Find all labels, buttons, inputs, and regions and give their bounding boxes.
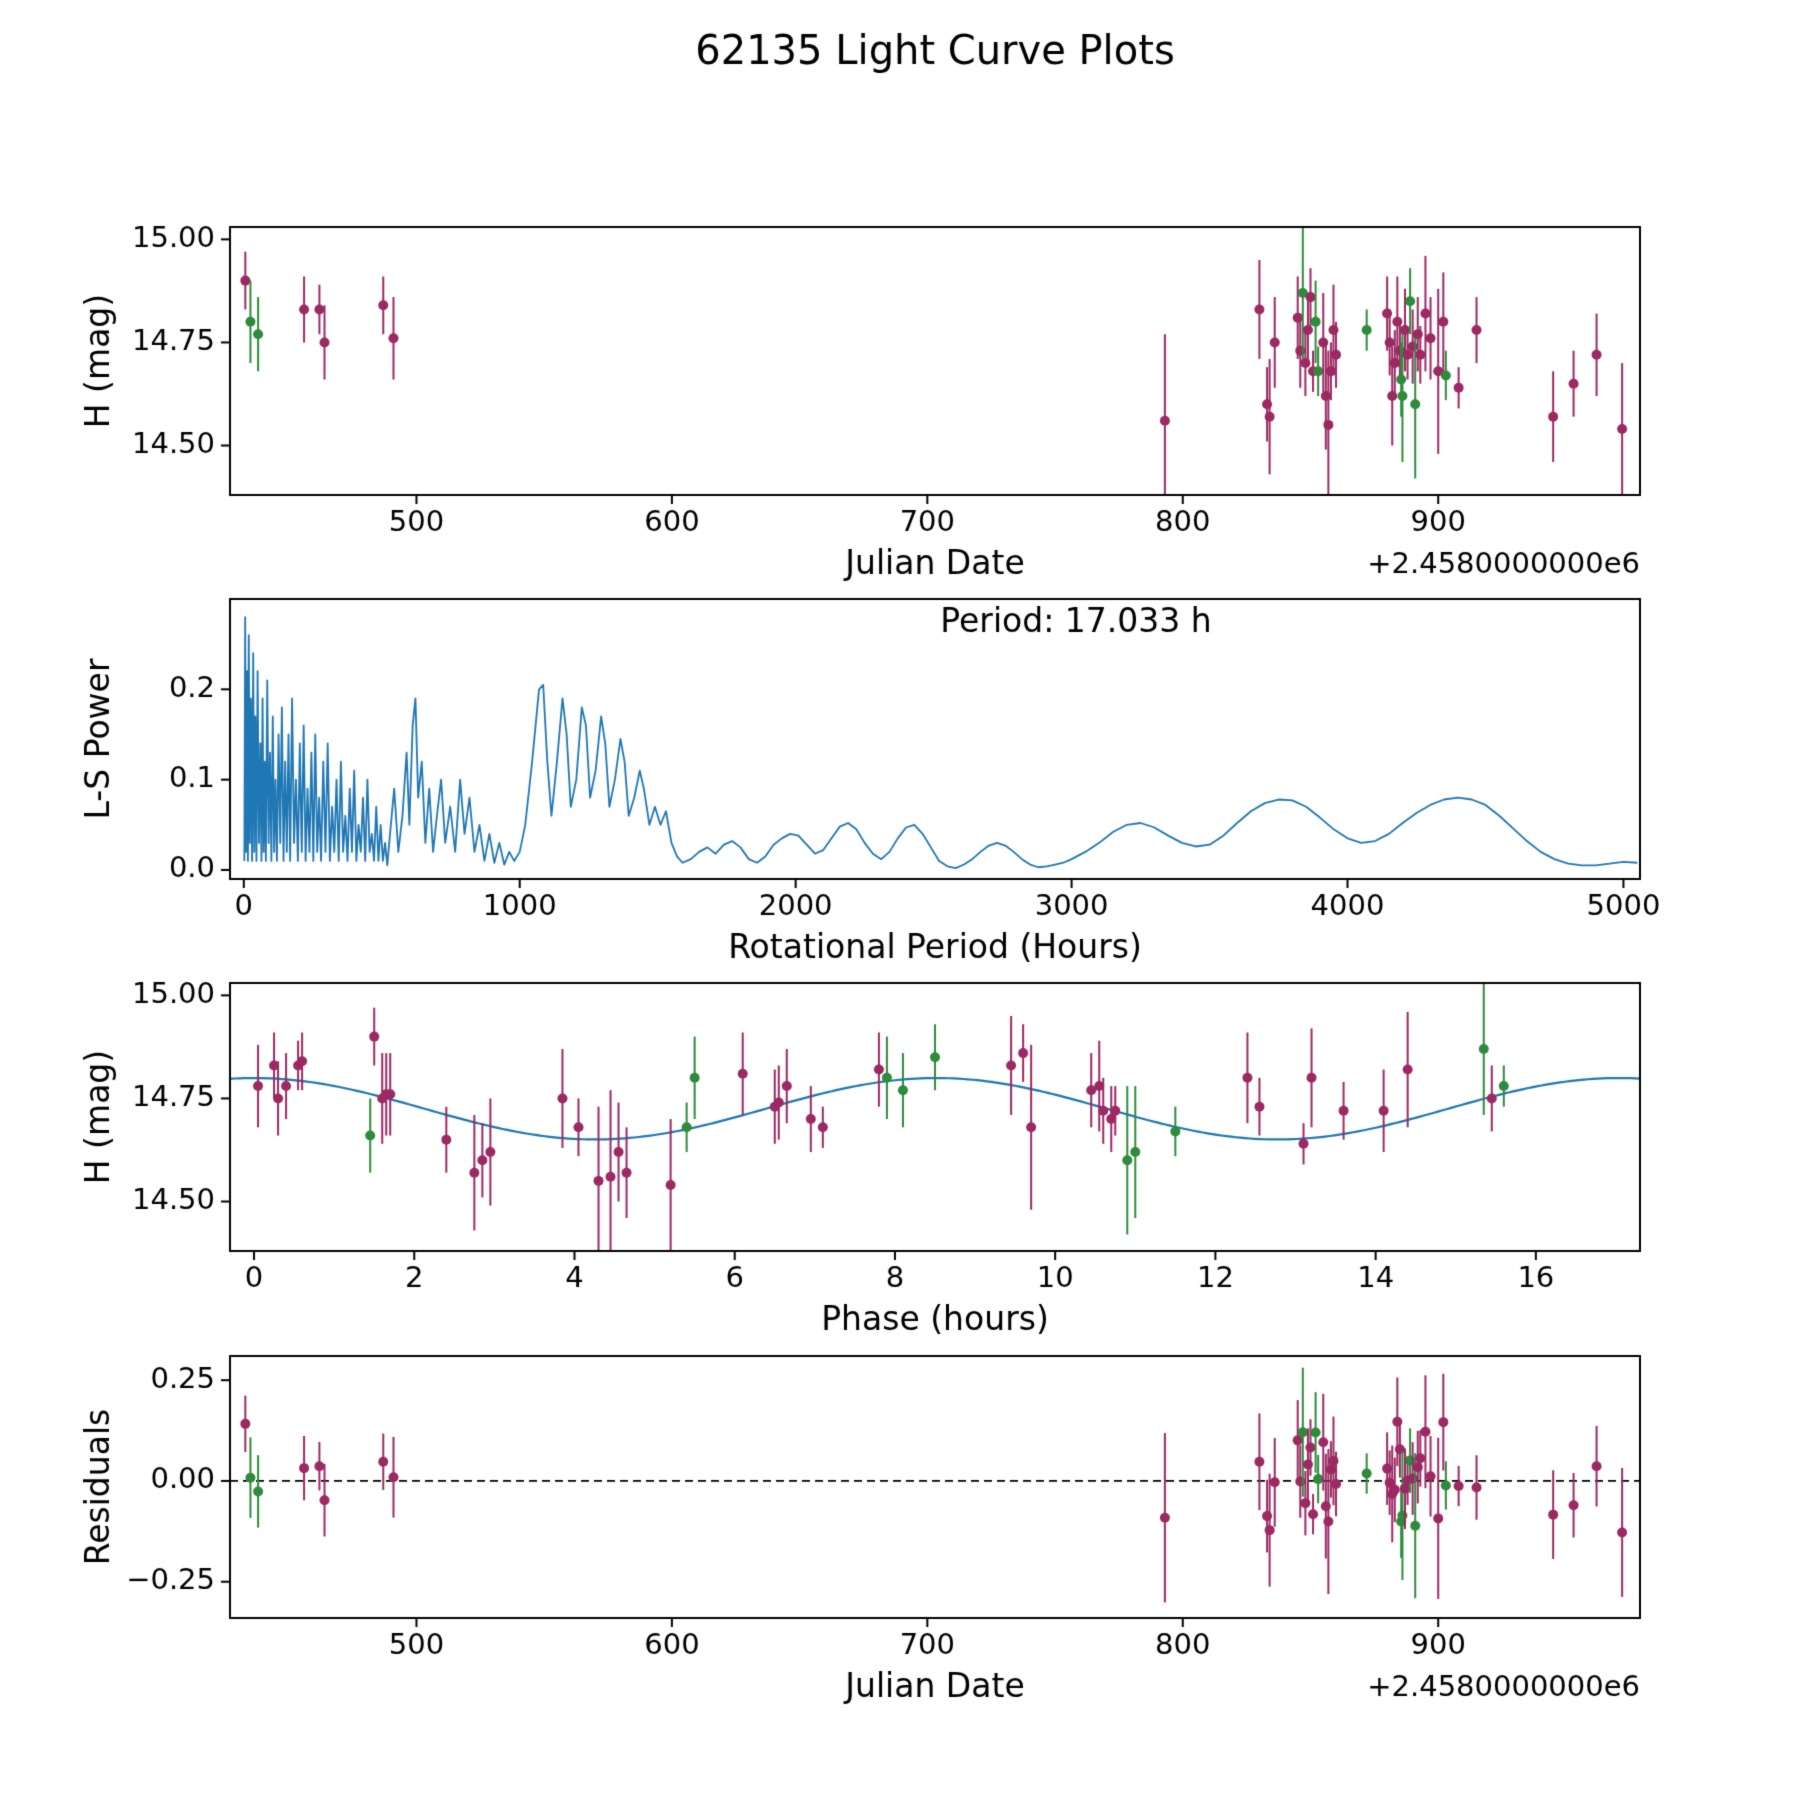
light-curve-figure: 62135 Light Curve Plots — [0, 0, 1800, 1800]
light-curve-canvas — [0, 0, 1800, 1800]
